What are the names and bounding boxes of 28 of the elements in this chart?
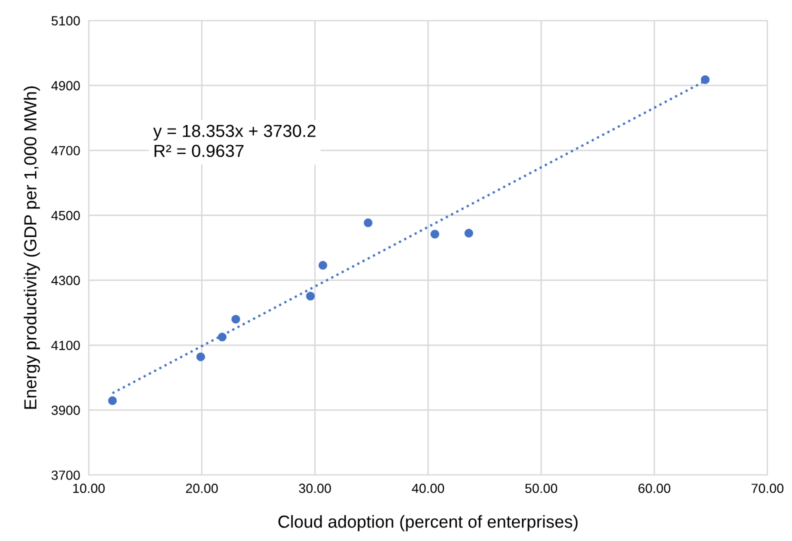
y-axis-title: Energy productivity (GDP per 1,000 MWh) bbox=[24, 86, 40, 409]
point bbox=[700, 75, 710, 84]
point bbox=[464, 228, 474, 238]
x-tick-label: 40.00 bbox=[412, 484, 444, 494]
point bbox=[318, 260, 328, 270]
x-tick-label: 50.00 bbox=[525, 484, 558, 494]
y-tick-label: 4900 bbox=[51, 81, 80, 90]
x-tick-label: 20.00 bbox=[186, 484, 218, 494]
x-axis-title: Cloud adoption (percent of enterprises) bbox=[278, 515, 578, 532]
y-tick-label: 3700 bbox=[52, 470, 80, 480]
point bbox=[231, 314, 240, 324]
point bbox=[430, 230, 440, 239]
x-tick-label: 30.00 bbox=[298, 484, 331, 494]
y-tick-label: 4500 bbox=[51, 210, 80, 220]
point bbox=[108, 396, 117, 406]
y-tick-label: 3900 bbox=[52, 406, 80, 415]
point bbox=[306, 292, 315, 301]
point bbox=[364, 218, 372, 228]
x-tick-label: 70.00 bbox=[752, 484, 784, 494]
point bbox=[196, 352, 206, 362]
y-tick-label: 5100 bbox=[52, 16, 80, 26]
y-tick-label: 4300 bbox=[51, 276, 80, 286]
y-tick-label: 4100 bbox=[51, 340, 80, 350]
x-tick-label: 60.00 bbox=[638, 484, 670, 494]
y-tick-label: 4700 bbox=[51, 146, 80, 156]
annotation: y = 18.353x + 3730.2 R² = 0.9637 bbox=[153, 124, 316, 158]
x-tick-label: 10.00 bbox=[73, 484, 105, 494]
point bbox=[218, 332, 227, 342]
